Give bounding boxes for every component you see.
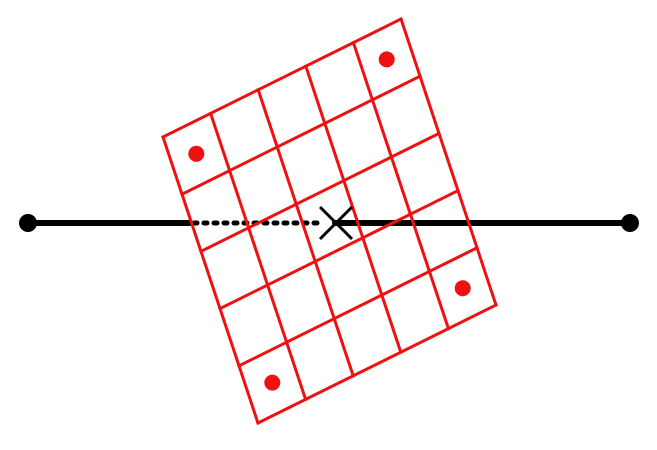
grid-line-col-3 <box>303 64 403 355</box>
grid-line-col-4 <box>351 40 451 331</box>
grid-line-row-2 <box>198 131 442 254</box>
right-endpoint <box>621 214 639 232</box>
grid-line-row-3 <box>217 188 461 311</box>
grid-line-row-0 <box>160 16 404 140</box>
cross-icon <box>318 205 354 241</box>
rotated-grid <box>160 16 499 426</box>
grid-marker-dot <box>378 51 395 68</box>
grid-marker-dot <box>454 280 471 297</box>
grid-line-row-5 <box>255 302 499 426</box>
grid-line-col-5 <box>399 17 498 307</box>
grid-line-row-4 <box>236 245 480 368</box>
left-endpoint <box>19 214 37 232</box>
grid-line-col-2 <box>256 87 356 378</box>
grid-line-row-1 <box>179 74 423 197</box>
grid-line-col-1 <box>208 111 308 402</box>
grid-line-col-0 <box>161 135 260 425</box>
grid-marker-dot <box>188 145 205 162</box>
grid-marker-dot <box>264 374 281 391</box>
